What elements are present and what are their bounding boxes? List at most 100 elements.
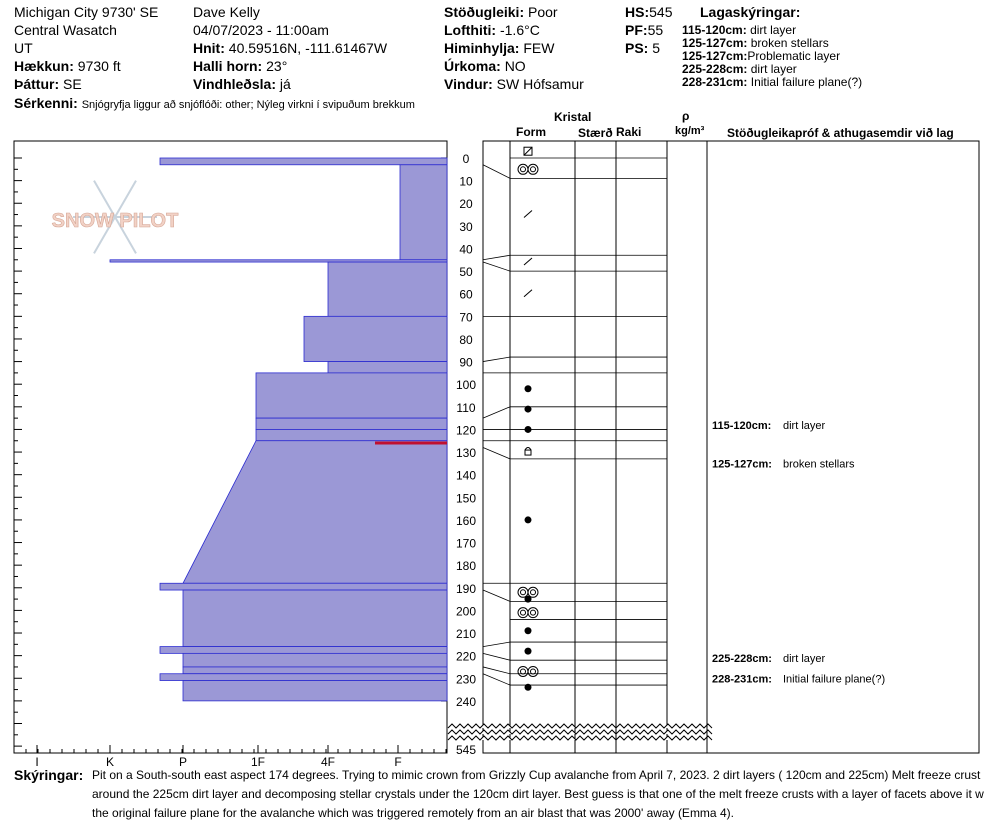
layer-connector bbox=[482, 164, 511, 179]
depth-tick-label: 170 bbox=[456, 537, 476, 551]
elevation: 9730 ft bbox=[77, 58, 121, 74]
moisture-header: Raki bbox=[616, 125, 642, 139]
coords-label: Hnit: bbox=[193, 40, 225, 56]
rounded-polycrystal-icon bbox=[520, 166, 526, 173]
hardness-layer bbox=[182, 589, 448, 647]
depth-tick-label: 200 bbox=[456, 604, 476, 618]
layer-connector bbox=[482, 641, 511, 647]
hardness-layer bbox=[182, 680, 448, 702]
depth-tick-label: 60 bbox=[459, 288, 473, 302]
form-header: Form bbox=[516, 125, 546, 139]
depth-tick-label: 130 bbox=[456, 446, 476, 460]
layer-note-range: 228-231cm: bbox=[682, 75, 748, 89]
comment-line: Pit on a South-south east aspect 174 deg… bbox=[92, 768, 981, 782]
hardness-layer bbox=[159, 673, 448, 681]
hardness-layer bbox=[182, 440, 448, 584]
rounded-grain-icon bbox=[524, 516, 532, 524]
rounded-polycrystal-icon bbox=[517, 163, 529, 175]
depth-tick-label: 180 bbox=[456, 559, 476, 573]
watermark-flake bbox=[93, 216, 116, 254]
coords: 40.59516N, -111.61467W bbox=[228, 40, 388, 56]
watermark-flake bbox=[93, 180, 116, 218]
depth-tick-label: 50 bbox=[459, 265, 473, 279]
depth-tick-label: 230 bbox=[456, 672, 476, 686]
rounded-grain-icon bbox=[524, 647, 532, 655]
layer-note-range: 125-127cm: bbox=[682, 49, 748, 63]
annotation-text: dirt layer bbox=[783, 653, 826, 665]
layer-note-text: dirt layer bbox=[750, 62, 797, 76]
watermark-text: SNOW PILOT bbox=[52, 210, 179, 232]
hardness-layer bbox=[159, 157, 448, 166]
hardness-layer bbox=[399, 164, 448, 261]
hardness-layer bbox=[255, 417, 448, 430]
size-header: Stærð bbox=[578, 126, 613, 140]
wind-loading: já bbox=[279, 76, 291, 92]
rounded-grain-icon bbox=[524, 595, 532, 603]
depth-tick-label: 240 bbox=[456, 695, 476, 709]
hardness-layer bbox=[255, 429, 448, 442]
layer-note-text: broken stellars bbox=[750, 36, 829, 50]
hardness-tick-label: K bbox=[106, 755, 114, 769]
annotation-range: 115-120cm: bbox=[712, 420, 771, 432]
rho-header: ρ bbox=[682, 109, 690, 123]
layer-note-range: 225-228cm: bbox=[682, 62, 748, 76]
depth-tick-label: 100 bbox=[456, 378, 476, 392]
hardness-tick-label: I bbox=[35, 755, 38, 769]
layer-connector bbox=[482, 673, 511, 686]
hardness-layer bbox=[159, 582, 448, 591]
depth-tick-label: 70 bbox=[459, 310, 473, 324]
rounded-grain-icon bbox=[524, 425, 532, 433]
hardness-layer bbox=[182, 666, 448, 675]
rounded-polycrystal-icon bbox=[527, 586, 539, 598]
region: Central Wasatch bbox=[14, 22, 117, 38]
rounded-grain-icon bbox=[524, 405, 532, 413]
rounded-grain-icon bbox=[524, 627, 532, 635]
slope: 23° bbox=[266, 58, 288, 74]
depth-tick-label: 120 bbox=[456, 423, 476, 437]
rounded-polycrystal-icon bbox=[530, 609, 536, 616]
layer-note-range: 115-120cm: bbox=[682, 23, 747, 37]
hardness-tick-label: 1F bbox=[251, 755, 265, 769]
wind-label: Vindur: bbox=[444, 76, 493, 92]
observer: Dave Kelly bbox=[193, 4, 260, 20]
sky-label: Himinhylja: bbox=[444, 40, 520, 56]
layer-note-text: dirt layer bbox=[750, 23, 797, 37]
annotation-range: 125-127cm: bbox=[712, 458, 772, 470]
depth-tick-label: 80 bbox=[459, 333, 473, 347]
slope-label: Halli horn: bbox=[193, 58, 263, 74]
air-temp: -1.6°C bbox=[499, 22, 540, 38]
layer-notes-title: Lagaskýringar: bbox=[700, 4, 801, 20]
hardness-tick-label: P bbox=[179, 755, 187, 769]
layer-connector bbox=[482, 406, 511, 419]
decomposing-fragment-icon bbox=[523, 210, 533, 218]
stability-label: Stöðugleiki: bbox=[444, 4, 525, 20]
ps-label: PS: bbox=[625, 40, 649, 56]
stability: Poor bbox=[528, 4, 558, 20]
scale-break bbox=[447, 729, 713, 735]
annotation-text: dirt layer bbox=[783, 420, 826, 432]
rounded-polycrystal-icon bbox=[530, 589, 536, 596]
decomposing-fragment-icon bbox=[523, 289, 533, 298]
depth-tick-label: 190 bbox=[456, 582, 476, 596]
features-label: Sérkenni: bbox=[14, 95, 78, 111]
layer-connector bbox=[482, 666, 511, 675]
rounded-polycrystal-icon bbox=[520, 609, 526, 616]
location: Michigan City 9730' SE bbox=[14, 4, 159, 20]
tests-column-frame bbox=[706, 140, 980, 754]
tests-header: Stöðugleikapróf & athugasemdir við lag bbox=[727, 126, 954, 140]
precip: NO bbox=[504, 58, 526, 74]
annotation-text: Initial failure plane(?) bbox=[783, 673, 885, 685]
total-depth-label: 545 bbox=[456, 743, 476, 757]
layer-connector bbox=[482, 589, 511, 602]
depth-tick-label: 40 bbox=[459, 242, 473, 256]
depth-tick-label: 140 bbox=[456, 469, 476, 483]
ps: 5 bbox=[652, 40, 661, 56]
datetime: 04/07/2023 - 11:00am bbox=[193, 22, 329, 38]
aspect: SE bbox=[63, 76, 82, 92]
faceted-crystal-icon bbox=[524, 447, 532, 451]
hs-label: HS: bbox=[625, 4, 650, 20]
hardness-layer bbox=[327, 361, 448, 374]
hardness-layer bbox=[327, 261, 448, 317]
rounded-polycrystal-icon bbox=[517, 586, 529, 598]
layer-connector bbox=[482, 356, 511, 362]
